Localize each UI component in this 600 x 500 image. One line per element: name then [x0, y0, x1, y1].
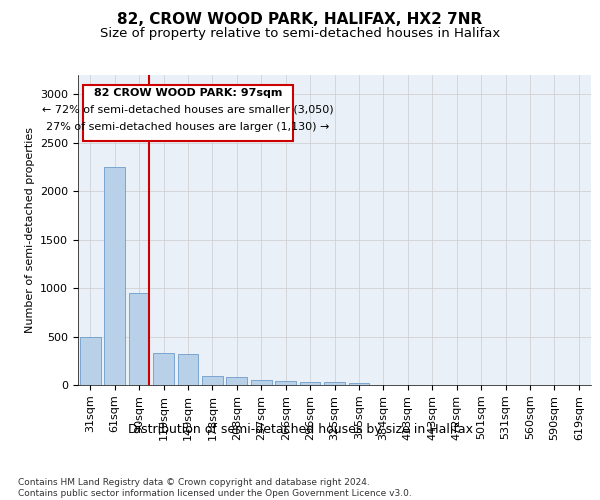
- Text: Contains HM Land Registry data © Crown copyright and database right 2024.
Contai: Contains HM Land Registry data © Crown c…: [18, 478, 412, 498]
- Y-axis label: Number of semi-detached properties: Number of semi-detached properties: [25, 127, 35, 333]
- Bar: [104, 167, 125, 385]
- Bar: [202, 376, 223, 385]
- Bar: [178, 354, 199, 385]
- Bar: [349, 383, 370, 385]
- Bar: [299, 382, 320, 385]
- Bar: [80, 336, 101, 385]
- Text: Distribution of semi-detached houses by size in Halifax: Distribution of semi-detached houses by …: [128, 422, 473, 436]
- Text: Size of property relative to semi-detached houses in Halifax: Size of property relative to semi-detach…: [100, 28, 500, 40]
- Text: ← 72% of semi-detached houses are smaller (3,050): ← 72% of semi-detached houses are smalle…: [42, 105, 334, 115]
- Bar: [251, 380, 272, 385]
- Bar: [275, 381, 296, 385]
- Bar: [226, 377, 247, 385]
- Text: 82, CROW WOOD PARK, HALIFAX, HX2 7NR: 82, CROW WOOD PARK, HALIFAX, HX2 7NR: [118, 12, 482, 28]
- Bar: [324, 382, 345, 385]
- Text: 27% of semi-detached houses are larger (1,130) →: 27% of semi-detached houses are larger (…: [46, 122, 329, 132]
- Bar: [153, 353, 174, 385]
- Text: 82 CROW WOOD PARK: 97sqm: 82 CROW WOOD PARK: 97sqm: [94, 88, 282, 98]
- Bar: [128, 293, 149, 385]
